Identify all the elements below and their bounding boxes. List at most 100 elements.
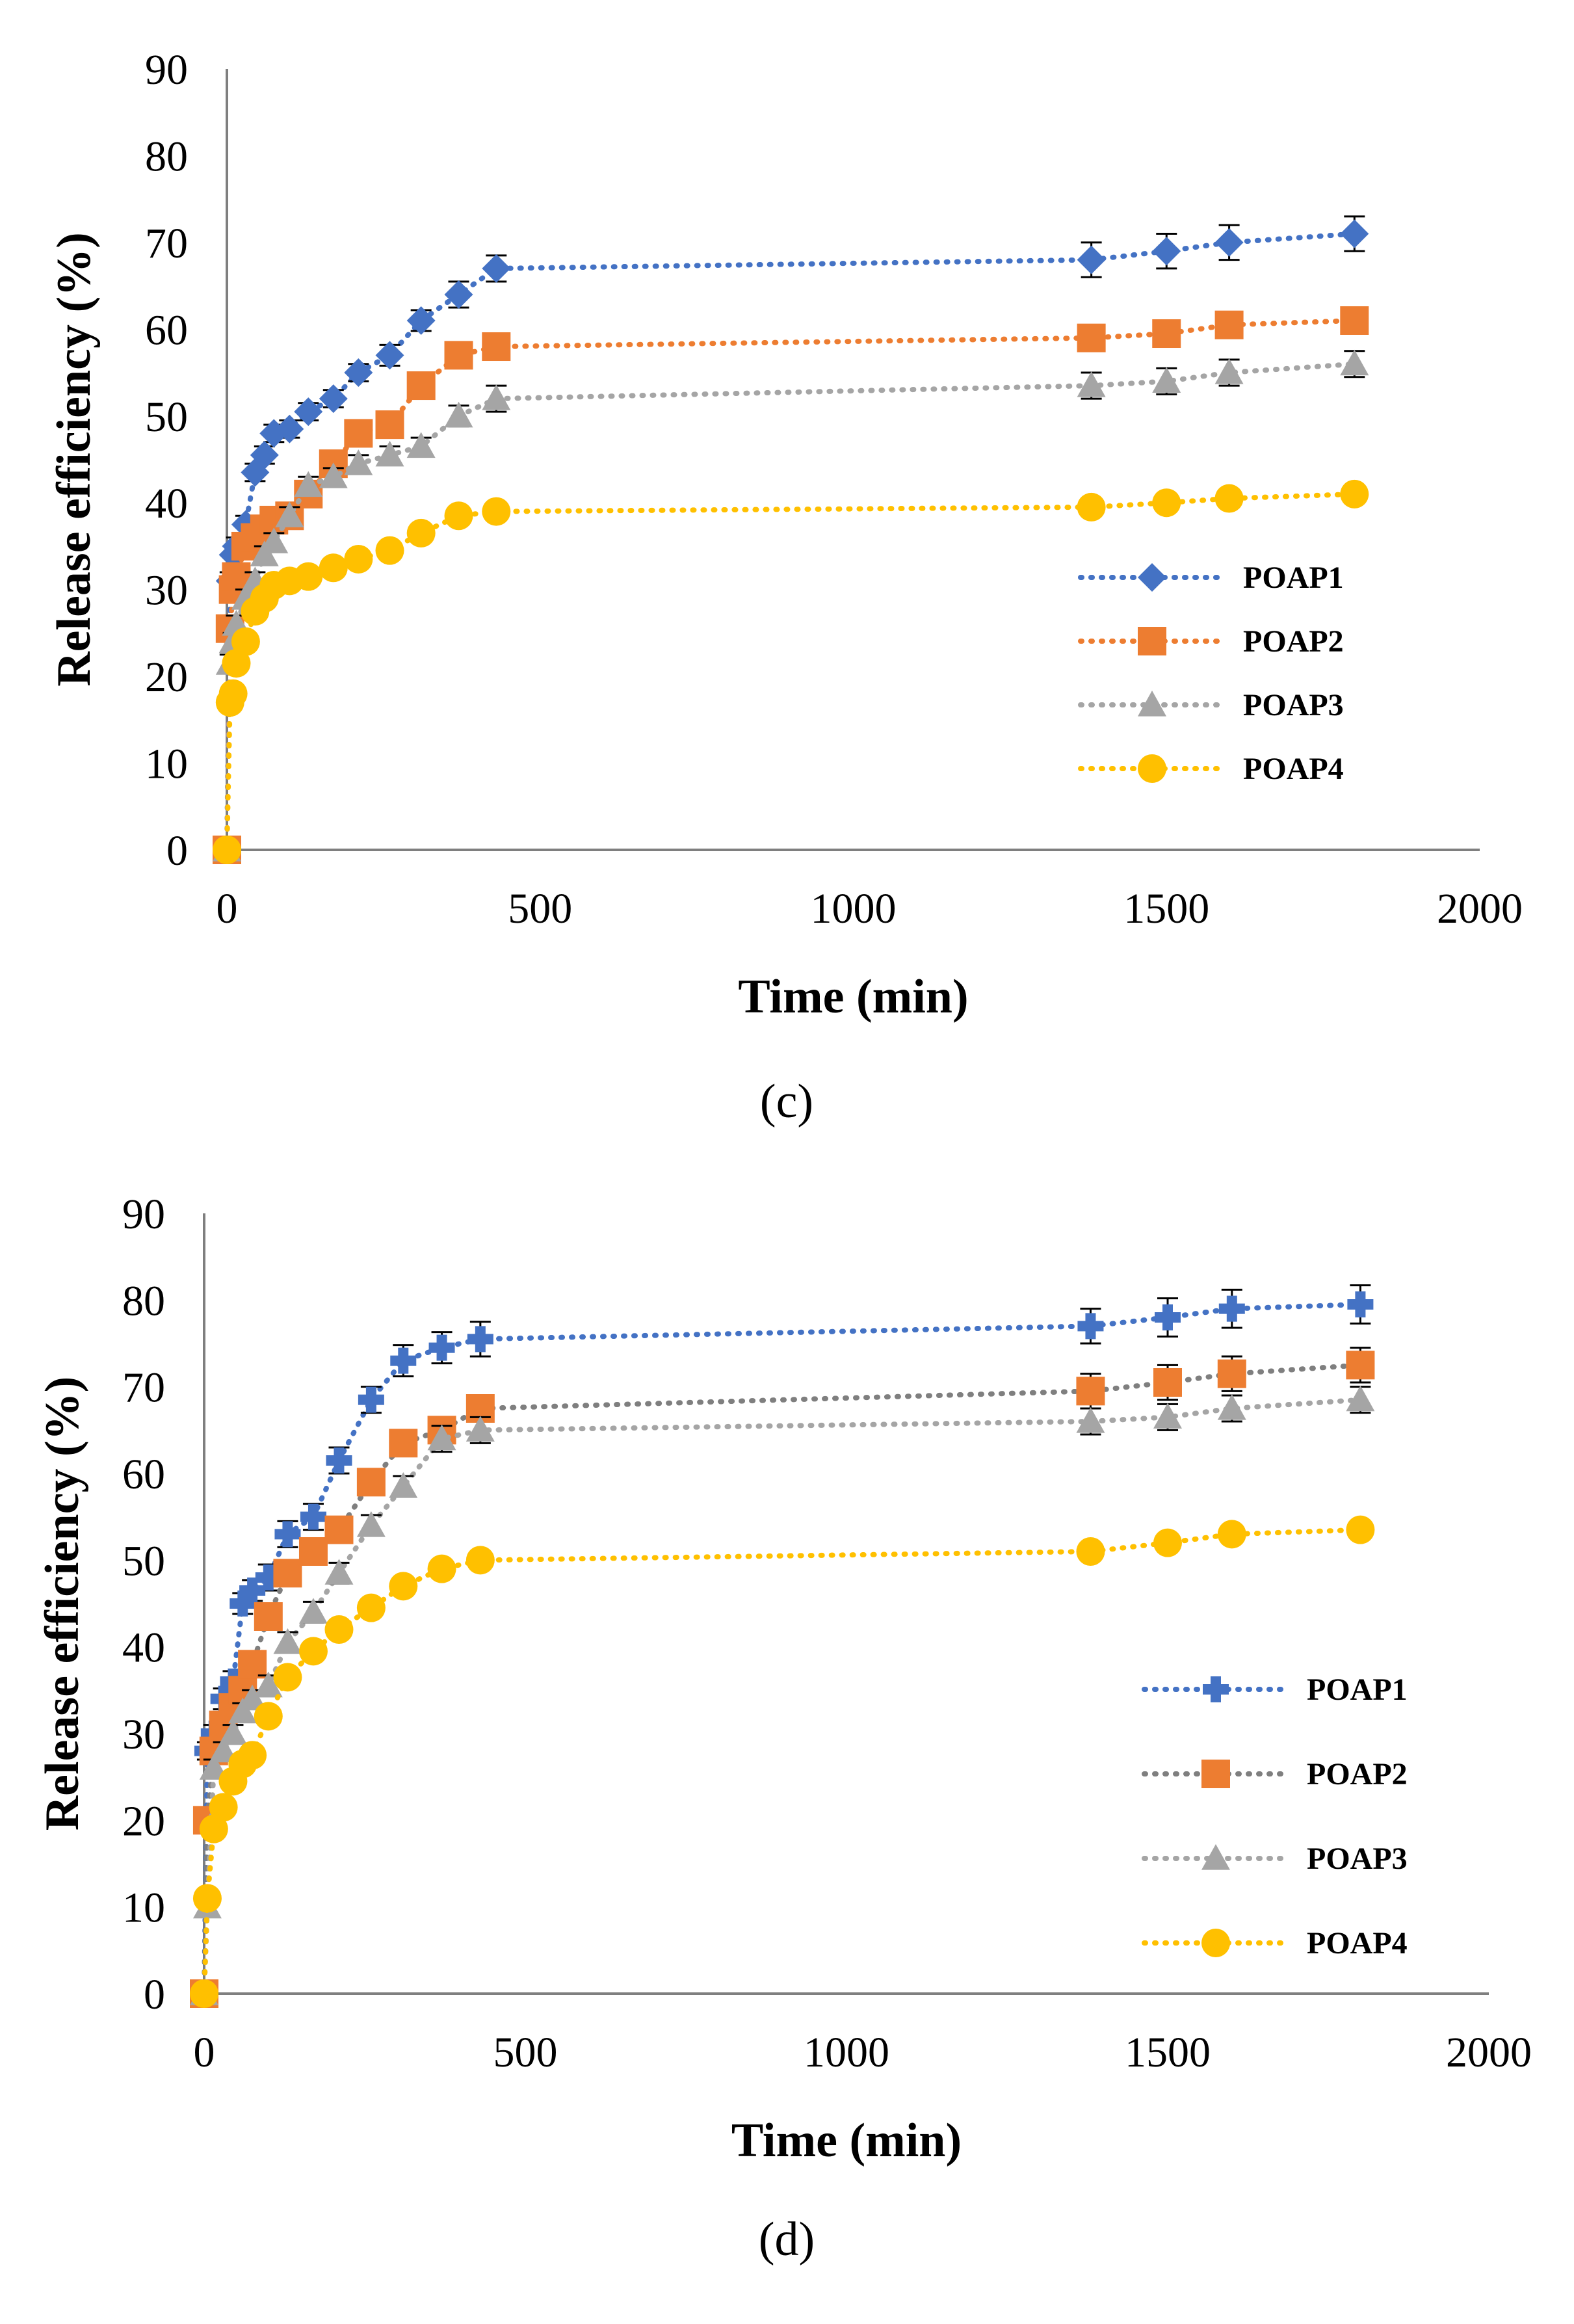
data-point — [427, 1554, 456, 1583]
x-tick-label: 1000 — [804, 2029, 889, 2076]
y-tick-label: 30 — [145, 567, 188, 614]
x-tick-label: 1000 — [811, 885, 897, 932]
data-point — [209, 1793, 238, 1822]
x-tick-label: 0 — [216, 885, 238, 932]
data-point — [389, 1472, 418, 1498]
y-axis-title: Release efficiency (%) — [47, 232, 101, 687]
data-point — [1217, 1520, 1246, 1549]
legend-marker — [1138, 627, 1166, 655]
series-line — [202, 1362, 1363, 1996]
y-tick-label: 60 — [145, 306, 188, 354]
data-point — [319, 553, 348, 583]
data-point — [1346, 1515, 1375, 1544]
data-point — [358, 1386, 384, 1413]
data-point — [230, 1591, 256, 1617]
data-point — [1214, 358, 1244, 384]
series-line — [224, 231, 1358, 852]
data-point — [1077, 323, 1106, 352]
data-point — [1153, 1528, 1182, 1557]
data-point — [199, 1814, 228, 1843]
series-POAP4 — [190, 1515, 1375, 2008]
data-point — [254, 1702, 283, 1731]
data-point — [444, 501, 473, 531]
legend-marker — [1203, 1676, 1229, 1702]
data-point — [1214, 310, 1244, 339]
data-point — [213, 836, 241, 864]
x-tick-label: 2000 — [1437, 885, 1523, 932]
series-line — [202, 1302, 1363, 1996]
data-point — [273, 1628, 302, 1654]
data-point — [1214, 484, 1244, 513]
legend-marker — [1201, 1929, 1230, 1957]
data-point — [344, 449, 373, 475]
data-point — [298, 1598, 328, 1624]
y-tick-label: 80 — [122, 1277, 165, 1325]
data-point — [1340, 219, 1369, 248]
data-point — [1077, 1313, 1104, 1340]
y-tick-label: 20 — [145, 654, 188, 701]
data-point — [218, 679, 248, 708]
data-point — [273, 1559, 302, 1588]
data-point — [482, 332, 511, 362]
data-point — [356, 1468, 386, 1497]
data-point — [406, 306, 436, 335]
data-point — [274, 1521, 301, 1548]
data-point — [231, 627, 260, 656]
y-tick-label: 40 — [145, 480, 188, 527]
data-point — [389, 1429, 418, 1458]
data-point — [1076, 1407, 1105, 1433]
data-point — [1218, 1295, 1245, 1322]
data-point — [1152, 237, 1181, 266]
data-point — [298, 1637, 328, 1666]
y-tick-label: 0 — [144, 1971, 165, 2018]
legend-label: POAP1 — [1307, 1672, 1408, 1707]
data-point — [222, 649, 251, 678]
data-point — [1340, 306, 1369, 335]
data-point — [482, 384, 511, 410]
y-tick-label: 30 — [122, 1711, 165, 1758]
data-point — [375, 341, 404, 370]
data-point — [467, 1326, 493, 1353]
data-point — [239, 1578, 266, 1604]
data-point — [1077, 371, 1106, 397]
data-point — [444, 401, 473, 428]
data-point — [344, 358, 373, 388]
x-axis-title: Time (min) — [731, 2114, 962, 2167]
data-point — [238, 1741, 267, 1770]
data-point — [1077, 492, 1106, 522]
data-point — [466, 1416, 495, 1442]
data-point — [482, 497, 511, 526]
data-point — [294, 562, 323, 591]
y-tick-label: 90 — [122, 1191, 165, 1238]
panel-label: (c) — [760, 1075, 813, 1128]
data-point — [275, 501, 304, 527]
data-point — [1214, 228, 1244, 257]
y-tick-label: 70 — [145, 220, 188, 267]
data-point — [406, 518, 436, 548]
data-point — [375, 410, 404, 440]
data-point — [390, 1347, 417, 1374]
panel-d-chart: 0 10 20 30 40 50 60 70 80 90 0 500 1000 1500 2000 Time … — [36, 1191, 1532, 2266]
data-point — [294, 471, 323, 497]
data-point — [482, 254, 511, 283]
data-point — [1346, 1351, 1375, 1380]
data-point — [406, 371, 436, 401]
data-point — [375, 536, 404, 565]
y-tick-label: 50 — [122, 1537, 165, 1585]
data-point — [1346, 1385, 1375, 1412]
data-point — [427, 1424, 456, 1451]
x-axis-title: Time (min) — [738, 970, 968, 1023]
y-tick-label: 0 — [166, 827, 188, 875]
y-tick-label: 20 — [122, 1797, 165, 1845]
data-point — [356, 1511, 386, 1537]
data-point — [1155, 1304, 1181, 1330]
y-tick-label: 50 — [145, 393, 188, 441]
legend-label: POAP2 — [1307, 1757, 1408, 1791]
data-point — [324, 1559, 354, 1585]
data-point — [275, 414, 304, 443]
legend-label: POAP4 — [1243, 752, 1344, 786]
data-point — [1077, 245, 1106, 274]
data-point — [218, 1719, 248, 1745]
data-point — [238, 1684, 267, 1711]
